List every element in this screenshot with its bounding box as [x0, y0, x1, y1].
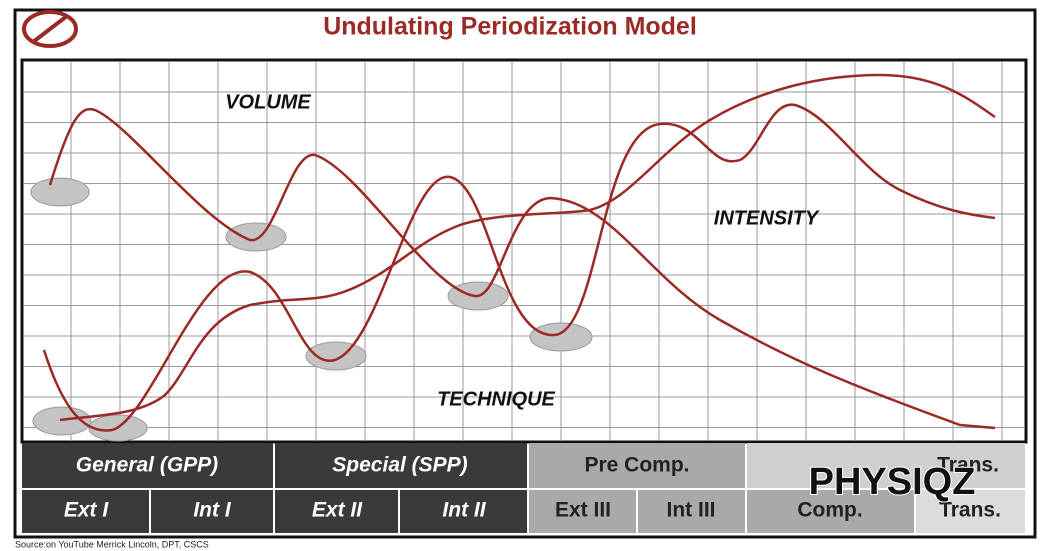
cell [638, 490, 745, 533]
cell [275, 490, 398, 533]
grid-area [20, 58, 1028, 444]
cell [151, 490, 273, 533]
technique-curve [59, 73, 996, 422]
title: Undulating Periodization Model [323, 13, 697, 41]
cell [22, 443, 273, 488]
intensity-label: INTENSITY [714, 207, 820, 229]
cell [916, 490, 1025, 533]
marker [529, 322, 593, 352]
phase: Pre Comp. [584, 454, 689, 477]
subphase: Ext III [555, 499, 611, 522]
subphase: Int III [667, 499, 716, 522]
technique-label: TECHNIQUE [437, 388, 555, 410]
source: Source:on YouTube Merrick Lincoln, DPT, … [15, 539, 209, 549]
cell [529, 490, 636, 533]
phase: General (GPP) [76, 454, 218, 477]
subphase: Comp. [797, 499, 862, 522]
cell [747, 490, 914, 533]
subphase: Int II [442, 499, 486, 522]
phase-table: General (GPP) Special (SPP) Pre Comp. Tr… [22, 443, 1025, 533]
watermark: PHYSIQZ [809, 461, 976, 503]
subphase: Int I [193, 499, 231, 522]
cell [400, 490, 527, 533]
cell [22, 490, 149, 533]
marker [225, 222, 287, 252]
cell [747, 443, 1025, 488]
marker [30, 177, 90, 207]
intensity-curve [42, 103, 996, 432]
logo [22, 10, 78, 48]
subphase: Ext I [64, 499, 110, 522]
phase: Trans. [937, 454, 999, 477]
cell [275, 443, 527, 488]
phase: Special (SPP) [332, 454, 467, 477]
cell [529, 443, 745, 488]
volume-label: VOLUME [225, 91, 311, 113]
volume-curve [48, 107, 996, 430]
subphase: Trans. [939, 499, 1001, 522]
subphase: Ext II [312, 499, 363, 522]
